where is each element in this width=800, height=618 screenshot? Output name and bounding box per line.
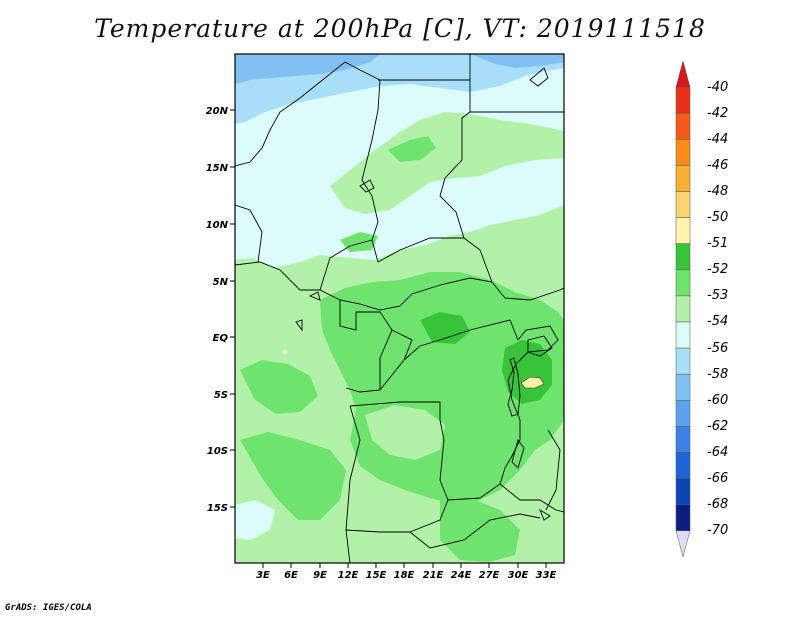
colorbar-label: -48 [707, 184, 729, 199]
colorbar-segment [675, 165, 691, 192]
colorbar-label: -51 [707, 236, 729, 251]
lon-label: 27E [479, 570, 500, 581]
colorbar-segment [675, 478, 691, 505]
lon-label: 9E [313, 570, 327, 581]
lat-label: 5S [214, 390, 228, 401]
colorbar-segment [675, 112, 691, 140]
lat-label: EQ [213, 333, 229, 344]
lon-label: 6E [284, 570, 298, 581]
colorbar-segment [675, 426, 691, 453]
colorbar-segment [675, 269, 691, 297]
colorbar-label: -52 [707, 262, 729, 277]
colorbar-segment [675, 347, 691, 375]
colorbar-segment [675, 452, 691, 479]
colorbar-label: -50 [707, 210, 729, 225]
lat-label: 10S [207, 446, 228, 457]
lat-label: 20N [206, 106, 229, 117]
colorbar-label: -42 [707, 106, 729, 121]
colorbar-segment [675, 86, 691, 114]
colorbar-segment [675, 191, 691, 218]
colorbar-label: -70 [707, 523, 729, 538]
colorbar-segment [675, 504, 691, 532]
lon-label: 3E [256, 570, 270, 581]
footer-credit: GrADS: IGES/COLA [5, 603, 92, 613]
lat-label: 15N [206, 163, 229, 174]
country-borders [235, 54, 564, 563]
colorbar-segment [675, 139, 691, 166]
latitude-labels: 20N 15N 10N 5N EQ 5S 10S 15S [206, 106, 229, 514]
lon-label: 33E [536, 570, 557, 581]
colorbar-label: -40 [707, 80, 729, 95]
colorbar-label: -66 [707, 471, 729, 486]
colorbar-label: -68 [707, 497, 729, 512]
longitude-labels: 3E 6E 9E 12E 15E 18E 21E 24E 27E 30E 33E [256, 570, 556, 581]
colorbar-label: -60 [707, 393, 729, 408]
temperature-field [235, 54, 564, 563]
map-frame [234, 53, 565, 564]
colorbar [675, 60, 691, 558]
lon-label: 21E [423, 570, 444, 581]
colorbar-segment [675, 400, 691, 427]
colorbar-label: -62 [707, 419, 729, 434]
latitude-ticks [230, 109, 235, 508]
colorbar-segment [675, 295, 691, 323]
longitude-ticks [262, 563, 547, 568]
colorbar-label: -46 [707, 158, 729, 173]
colorbar-label: -44 [707, 132, 729, 147]
lat-label: 10N [206, 220, 229, 231]
lon-label: 18E [394, 570, 415, 581]
lat-label: 5N [213, 277, 229, 288]
colorbar-label: -56 [707, 341, 729, 356]
colorbar-arrow-bottom [675, 530, 691, 558]
lon-label: 30E [508, 570, 529, 581]
map-title: Temperature at 200hPa [C], VT: 201911151… [94, 14, 706, 43]
colorbar-segment [675, 243, 691, 271]
colorbar-label: -58 [707, 367, 729, 382]
lon-label: 24E [451, 570, 472, 581]
colorbar-segment [675, 373, 691, 401]
lon-label: 15E [366, 570, 387, 581]
colorbar-label: -64 [707, 445, 729, 460]
colorbar-label: -53 [707, 288, 729, 303]
colorbar-segment [675, 217, 691, 244]
colorbar-label: -54 [707, 314, 729, 329]
colorbar-arrow-top [675, 60, 691, 88]
colorbar-segment [675, 321, 691, 349]
lat-label: 15S [207, 503, 228, 514]
lon-label: 12E [338, 570, 359, 581]
